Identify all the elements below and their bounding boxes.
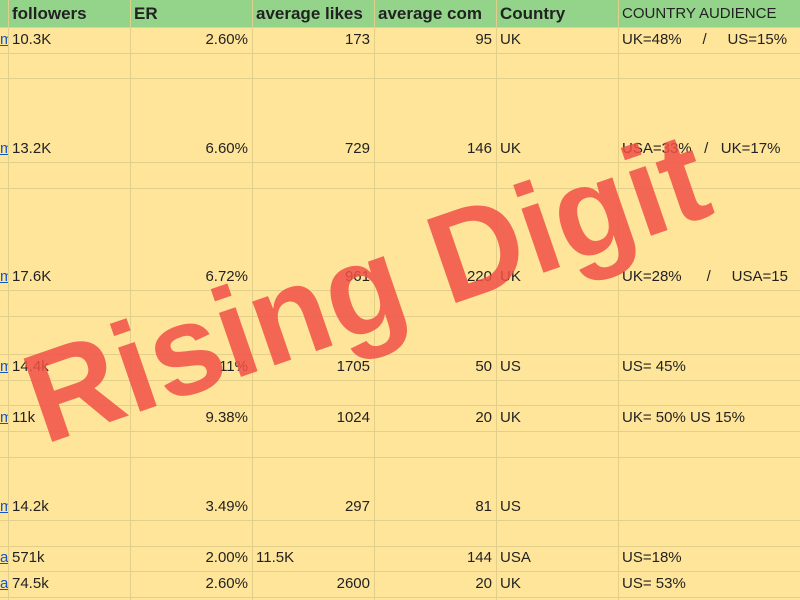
data-cell: 2.00%: [205, 549, 248, 566]
data-cell: 146: [466, 140, 492, 157]
data-cell: UK: [500, 268, 521, 285]
data-cell: 20: [475, 409, 492, 426]
data-cell: 6.60%: [205, 140, 248, 157]
data-cell: 95: [475, 31, 492, 48]
link-cell[interactable]: m: [0, 409, 8, 426]
grid-col-line: [374, 0, 375, 600]
column-header: ER: [134, 4, 158, 23]
data-cell: UK: [500, 409, 521, 426]
data-cell: 2.60%: [205, 575, 248, 592]
column-header: Country: [500, 4, 566, 23]
data-cell: 729: [344, 140, 370, 157]
data-cell: 3.49%: [205, 498, 248, 515]
link-cell[interactable]: m: [0, 268, 8, 285]
data-cell: 14.4k: [12, 358, 49, 375]
link-cell[interactable]: a: [0, 549, 8, 566]
data-cell: 11%: [219, 358, 248, 375]
data-cell: US: [500, 358, 521, 375]
data-cell: 50: [475, 358, 492, 375]
data-cell: 11.5K: [256, 549, 295, 566]
grid-col-line: [130, 0, 131, 600]
data-cell: UK: [500, 140, 521, 157]
data-cell: UK= 50% US 15%: [622, 409, 745, 426]
data-cell: UK: [500, 575, 521, 592]
column-header: average likes: [256, 4, 363, 23]
data-cell: 11k: [12, 409, 36, 426]
column-header: followers: [12, 4, 87, 23]
link-cell[interactable]: a: [0, 575, 8, 592]
link-cell[interactable]: m: [0, 358, 8, 375]
data-cell: 2600: [336, 575, 370, 592]
header-row: [0, 0, 800, 27]
column-header: average com: [378, 4, 482, 23]
data-cell: 17.6K: [12, 268, 52, 285]
data-cell: UK=28% / USA=15: [622, 268, 788, 285]
grid-row-line: [0, 290, 800, 291]
data-cell: 74.5k: [12, 575, 49, 592]
data-cell: USA: [500, 549, 531, 566]
data-cell: USA=33% / UK=17%: [622, 140, 781, 157]
data-cell: 961: [344, 268, 370, 285]
grid-col-line: [496, 0, 497, 600]
grid-row-line: [0, 546, 800, 547]
grid-row-line: [0, 27, 800, 28]
grid-row-line: [0, 78, 800, 79]
data-cell: 1024: [336, 409, 370, 426]
link-cell[interactable]: m: [0, 498, 8, 515]
link-cell[interactable]: m: [0, 31, 8, 48]
data-cell: 20: [475, 575, 492, 592]
grid-row-line: [0, 457, 800, 458]
grid-row-line: [0, 354, 800, 355]
data-cell: 1705: [336, 358, 370, 375]
data-cell: 81: [475, 498, 492, 515]
column-header: COUNTRY AUDIENCE: [622, 5, 777, 22]
data-cell: 220: [466, 268, 492, 285]
link-cell[interactable]: m: [0, 140, 8, 157]
data-cell: 10.3K: [12, 31, 52, 48]
data-cell: US= 45%: [622, 358, 686, 375]
grid-row-line: [0, 188, 800, 189]
data-cell: 571k: [12, 549, 45, 566]
data-cell: UK=48% / US=15%: [622, 31, 788, 48]
data-cell: [618, 496, 800, 518]
grid-row-line: [0, 431, 800, 432]
data-cell: 144: [466, 549, 492, 566]
grid-row-line: [0, 380, 800, 381]
grid-col-line: [618, 0, 619, 600]
grid-row-line: [0, 53, 800, 54]
data-cell: 297: [344, 498, 370, 515]
data-cell: UK: [500, 31, 521, 48]
grid-row-line: [0, 162, 800, 163]
grid-row-line: [0, 597, 800, 598]
data-cell: 6.72%: [205, 268, 248, 285]
data-cell: 14.2k: [12, 498, 49, 515]
data-cell: 2.60%: [205, 31, 248, 48]
data-cell: 173: [344, 31, 370, 48]
data-cell: US= 53%: [622, 575, 686, 592]
data-cell: 9.38%: [205, 409, 248, 426]
grid-row-line: [0, 571, 800, 572]
data-cell: 13.2K: [12, 140, 52, 157]
grid-row-line: [0, 316, 800, 317]
grid-col-line: [8, 0, 9, 600]
grid-row-line: [0, 405, 800, 406]
data-cell: US=18%: [622, 549, 682, 566]
data-cell: US: [500, 498, 521, 515]
grid-col-line: [252, 0, 253, 600]
grid-row-line: [0, 520, 800, 521]
